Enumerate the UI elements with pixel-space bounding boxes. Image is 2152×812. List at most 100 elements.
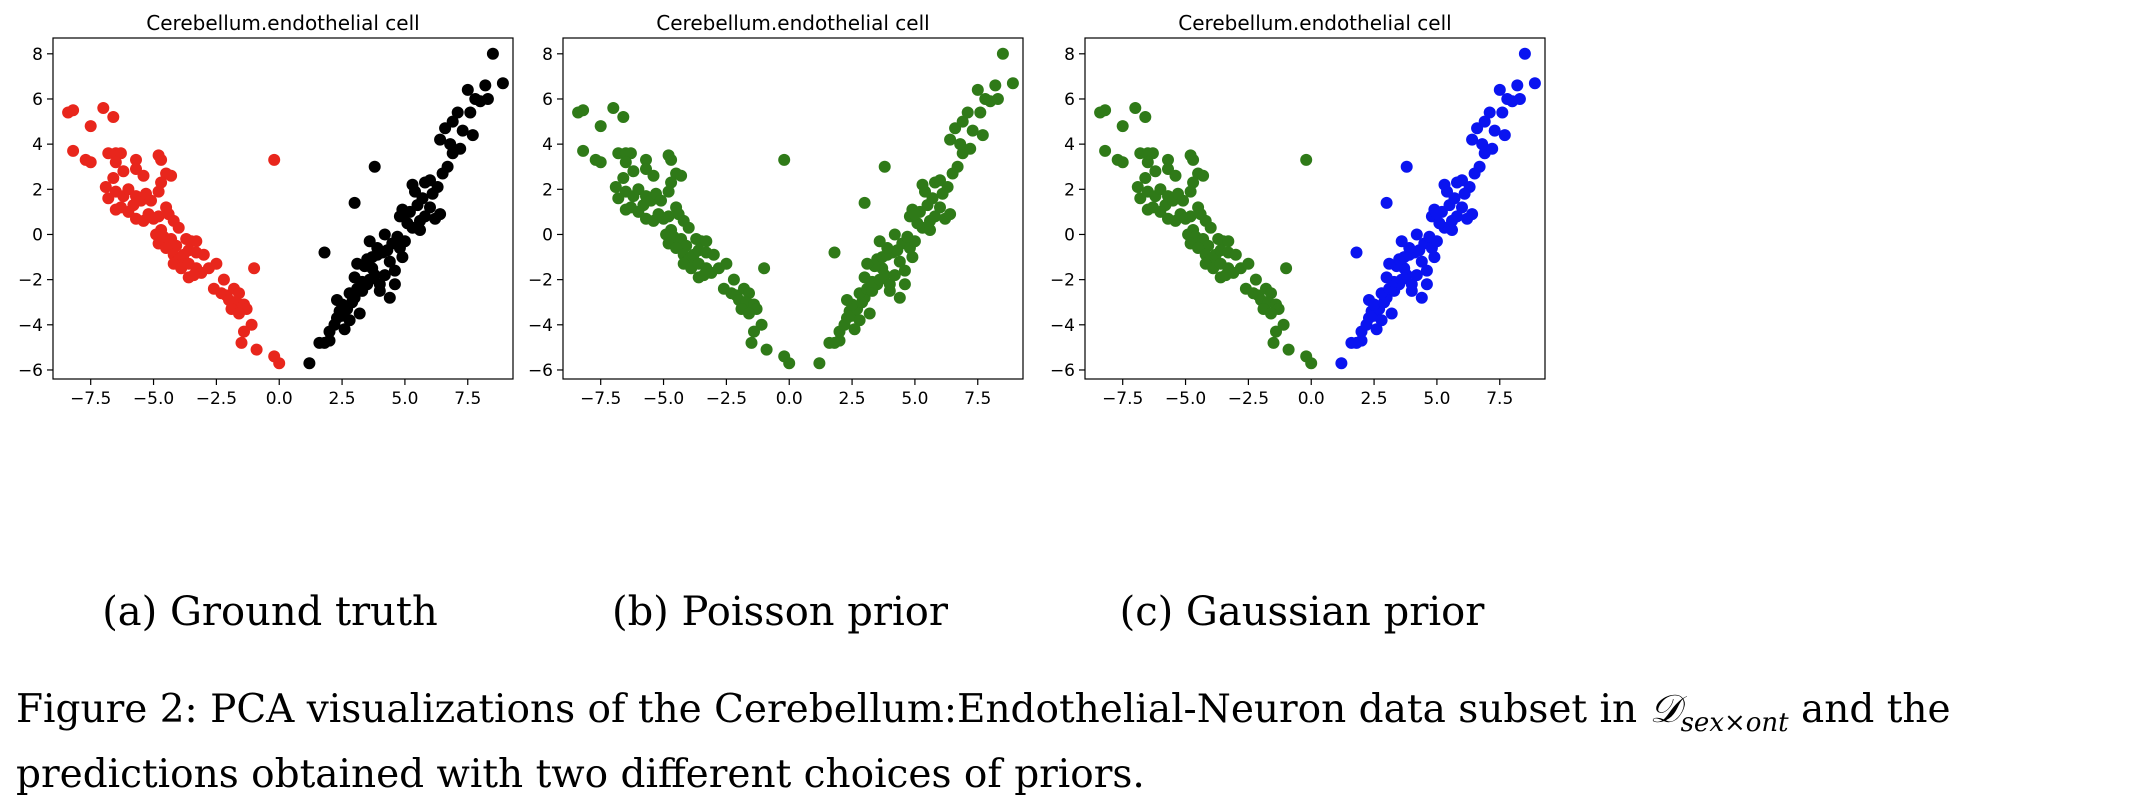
data-point bbox=[662, 210, 675, 223]
data-point bbox=[248, 262, 261, 275]
data-point bbox=[841, 294, 853, 306]
data-point bbox=[444, 138, 457, 151]
data-point bbox=[388, 278, 401, 291]
data-point bbox=[1456, 201, 1468, 214]
data-point bbox=[813, 357, 826, 370]
data-point bbox=[391, 230, 404, 243]
data-point bbox=[1511, 79, 1524, 92]
data-point bbox=[1405, 284, 1418, 297]
data-point bbox=[1099, 104, 1112, 117]
data-point bbox=[1410, 269, 1423, 282]
data-point bbox=[1270, 325, 1282, 338]
data-point bbox=[1370, 323, 1383, 336]
x-tick-label: 5.0 bbox=[901, 389, 928, 409]
data-point bbox=[1265, 307, 1277, 320]
data-point bbox=[607, 102, 620, 114]
data-point bbox=[1428, 251, 1441, 264]
data-point bbox=[760, 343, 773, 356]
data-point bbox=[217, 273, 230, 286]
data-point bbox=[1410, 228, 1423, 241]
data-point bbox=[461, 83, 474, 96]
data-point bbox=[675, 169, 688, 182]
data-point bbox=[1280, 262, 1293, 275]
data-point bbox=[627, 165, 640, 178]
data-point bbox=[720, 257, 733, 270]
data-point bbox=[1493, 83, 1506, 96]
data-point bbox=[486, 47, 499, 60]
data-point bbox=[268, 153, 281, 166]
data-point bbox=[424, 201, 436, 214]
data-point bbox=[700, 235, 713, 248]
data-point bbox=[974, 106, 987, 119]
data-point bbox=[303, 357, 316, 370]
data-point bbox=[446, 115, 459, 128]
x-tick-label: 2.5 bbox=[329, 389, 356, 409]
data-point bbox=[893, 291, 906, 304]
y-tick-label: −4 bbox=[1050, 316, 1075, 336]
y-tick-label: 0 bbox=[542, 225, 553, 245]
data-point bbox=[665, 153, 678, 166]
data-point bbox=[609, 181, 622, 193]
data-point bbox=[878, 160, 891, 173]
data-point bbox=[378, 228, 391, 241]
data-point bbox=[1129, 102, 1142, 114]
x-tick-label: 7.5 bbox=[454, 389, 481, 409]
plot-title: Cerebellum.endothelial cell bbox=[1178, 11, 1451, 35]
data-point bbox=[496, 77, 509, 90]
caption-prefix: Figure 2: PCA visualizations of the Cere… bbox=[16, 687, 1650, 732]
data-point bbox=[916, 178, 929, 191]
data-point bbox=[481, 93, 494, 105]
axes-frame bbox=[1084, 37, 1546, 380]
data-point bbox=[680, 239, 693, 252]
y-tick-label: 6 bbox=[1064, 90, 1075, 110]
data-point bbox=[406, 178, 419, 191]
data-point bbox=[117, 165, 130, 178]
data-point bbox=[1099, 144, 1112, 157]
data-point bbox=[1415, 255, 1428, 268]
data-point bbox=[640, 153, 652, 166]
data-point bbox=[612, 192, 625, 205]
data-point bbox=[348, 271, 361, 284]
data-point bbox=[863, 307, 876, 320]
y-tick-label: −6 bbox=[18, 361, 43, 381]
data-point bbox=[848, 323, 861, 336]
data-point bbox=[858, 271, 871, 284]
x-tick-label: −5.0 bbox=[133, 389, 174, 409]
data-point bbox=[1219, 269, 1232, 282]
y-tick-label: 0 bbox=[32, 225, 43, 245]
data-point bbox=[1415, 291, 1428, 304]
y-tick-label: 0 bbox=[1064, 225, 1075, 245]
y-tick-label: 2 bbox=[32, 180, 43, 200]
data-point bbox=[1446, 214, 1458, 227]
x-tick-label: −2.5 bbox=[196, 389, 237, 409]
data-point bbox=[1335, 357, 1348, 370]
data-point bbox=[1006, 77, 1019, 90]
panel-poisson-prior: Cerebellum.endothelial cell −7.5 −5.0 −2.5 0… bbox=[528, 11, 1024, 635]
data-point bbox=[155, 176, 168, 189]
data-point bbox=[434, 133, 447, 146]
y-tick-label: 6 bbox=[32, 90, 43, 110]
data-point bbox=[1473, 160, 1486, 173]
data-point bbox=[155, 153, 168, 166]
data-point bbox=[707, 248, 720, 261]
data-point bbox=[1423, 230, 1436, 243]
data-point bbox=[109, 156, 122, 169]
plot-title: Cerebellum.endothelial cell bbox=[146, 11, 419, 35]
data-point bbox=[1478, 115, 1491, 128]
y-tick-label: −4 bbox=[18, 316, 43, 336]
x-tick-label: −5.0 bbox=[643, 389, 684, 409]
data-point bbox=[114, 147, 127, 160]
data-point bbox=[655, 194, 667, 207]
data-point bbox=[971, 83, 984, 96]
data-point bbox=[1400, 160, 1413, 173]
data-point bbox=[130, 153, 142, 166]
data-point bbox=[1187, 176, 1200, 189]
data-point bbox=[363, 235, 376, 248]
y-tick-label: −6 bbox=[528, 361, 553, 381]
data-point bbox=[1300, 153, 1313, 166]
data-point bbox=[1222, 235, 1235, 248]
y-tick-label: −2 bbox=[528, 271, 553, 291]
data-point bbox=[647, 169, 660, 182]
data-point bbox=[434, 208, 447, 221]
